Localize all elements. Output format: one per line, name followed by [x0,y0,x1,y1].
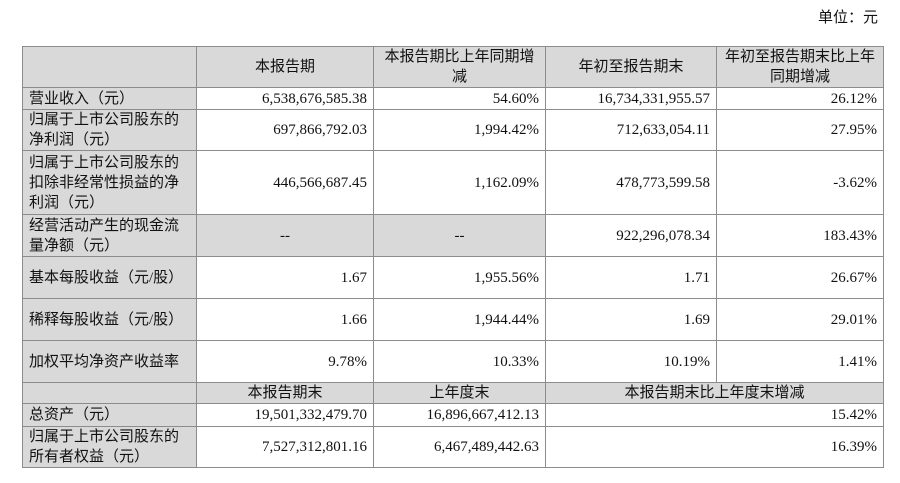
header-cell [22,46,197,88]
row-label: 归属于上市公司股东的所有者权益（元） [22,426,197,468]
cell: 1,162.09% [373,150,546,215]
table-row: 稀释每股收益（元/股） 1.66 1,944.44% 1.69 29.01% [22,298,884,341]
cell: 1,994.42% [373,109,546,151]
table-row: 营业收入（元） 6,538,676,585.38 54.60% 16,734,3… [22,87,884,110]
header-cell: 本报告期 [196,46,374,88]
financial-summary-table: 本报告期 本报告期比上年同期增减 年初至报告期末 年初至报告期末比上年同期增减 … [22,46,884,468]
row-label: 稀释每股收益（元/股） [22,298,197,341]
table-row: 加权平均净资产收益率 9.78% 10.33% 10.19% 1.41% [22,340,884,383]
row-label: 归属于上市公司股东的扣除非经常性损益的净利润（元） [22,150,197,215]
header-cell: 年初至报告期末 [545,46,717,88]
cell: 922,296,078.34 [545,214,717,257]
cell: 1.66 [196,298,374,341]
cell: 1.41% [716,340,884,383]
cell: 1.71 [545,256,717,299]
cell: 6,467,489,442.63 [373,426,546,468]
cell: 9.78% [196,340,374,383]
cell: -- [196,214,374,257]
table-row: 基本每股收益（元/股） 1.67 1,955.56% 1.71 26.67% [22,256,884,299]
row-label: 加权平均净资产收益率 [22,340,197,383]
cell: 183.43% [716,214,884,257]
cell: 29.01% [716,298,884,341]
cell: 26.67% [716,256,884,299]
row-label: 归属于上市公司股东的净利润（元） [22,109,197,151]
header-cell: 上年度末 [373,382,546,404]
cell: 27.95% [716,109,884,151]
cell: 478,773,599.58 [545,150,717,215]
table-row: 归属于上市公司股东的扣除非经常性损益的净利润（元） 446,566,687.45… [22,150,884,215]
row-label: 基本每股收益（元/股） [22,256,197,299]
header-cell: 年初至报告期末比上年同期增减 [716,46,884,88]
cell: 19,501,332,479.70 [196,403,374,427]
cell: 15.42% [545,403,884,427]
cell: 16,896,667,412.13 [373,403,546,427]
table-row: 总资产（元） 19,501,332,479.70 16,896,667,412.… [22,403,884,427]
row-label: 营业收入（元） [22,87,197,110]
cell: 712,633,054.11 [545,109,717,151]
cell: 16,734,331,955.57 [545,87,717,110]
table-row: 归属于上市公司股东的净利润（元） 697,866,792.03 1,994.42… [22,109,884,151]
row-label: 经营活动产生的现金流量净额（元） [22,214,197,257]
cell: -- [373,214,546,257]
header-row-2: 本报告期末 上年度末 本报告期末比上年度末增减 [22,382,884,404]
header-cell [22,382,197,404]
cell: 1.69 [545,298,717,341]
cell: 1.67 [196,256,374,299]
cell: 6,538,676,585.38 [196,87,374,110]
cell: 697,866,792.03 [196,109,374,151]
cell: 26.12% [716,87,884,110]
table-row: 经营活动产生的现金流量净额（元） -- -- 922,296,078.34 18… [22,214,884,257]
table-row: 归属于上市公司股东的所有者权益（元） 7,527,312,801.16 6,46… [22,426,884,468]
cell: 16.39% [545,426,884,468]
cell: 10.33% [373,340,546,383]
cell: 54.60% [373,87,546,110]
header-cell: 本报告期末 [196,382,374,404]
cell: 446,566,687.45 [196,150,374,215]
cell: -3.62% [716,150,884,215]
cell: 7,527,312,801.16 [196,426,374,468]
header-row: 本报告期 本报告期比上年同期增减 年初至报告期末 年初至报告期末比上年同期增减 [22,46,884,88]
cell: 1,955.56% [373,256,546,299]
cell: 10.19% [545,340,717,383]
row-label: 总资产（元） [22,403,197,427]
cell: 1,944.44% [373,298,546,341]
unit-label: 单位：元 [817,10,878,26]
header-cell: 本报告期末比上年度末增减 [545,382,884,404]
header-cell: 本报告期比上年同期增减 [373,46,546,88]
